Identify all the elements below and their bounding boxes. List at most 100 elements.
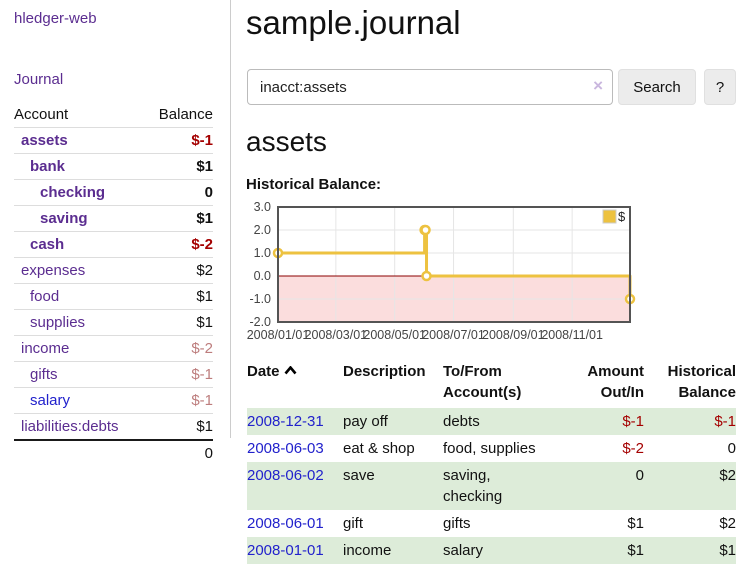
transaction-date[interactable]: 2008-12-31: [247, 408, 343, 435]
transaction-date-link[interactable]: 2008-06-02: [247, 467, 324, 484]
transaction-date[interactable]: 2008-01-01: [247, 537, 343, 564]
transaction-date-link[interactable]: 2008-01-01: [247, 542, 324, 559]
accounts-total-value: 0: [204, 445, 213, 462]
account-link[interactable]: bank: [30, 158, 66, 175]
transaction-amount: 0: [635, 467, 644, 484]
register-header-date-label: Date: [247, 363, 280, 380]
account-balance: $1: [196, 314, 213, 331]
y-axis-tick-label: -1.0: [249, 292, 271, 306]
x-axis-tick-label: 2008/11/01: [541, 328, 603, 342]
page-title: sample.journal: [246, 4, 461, 41]
search-button[interactable]: Search: [618, 69, 696, 105]
register-header-balance: Historical Balance: [667, 363, 736, 401]
transaction-amount: $1: [627, 515, 644, 532]
transaction-amount: $1: [627, 542, 644, 559]
plot-border: [277, 206, 631, 323]
search-input[interactable]: [247, 69, 613, 105]
account-link[interactable]: gifts: [30, 366, 58, 383]
account-link[interactable]: income: [21, 340, 70, 357]
help-button[interactable]: ?: [704, 69, 736, 105]
transaction-accounts: saving, checking: [443, 467, 503, 505]
transaction-accounts: gifts: [443, 515, 471, 532]
y-axis-tick-label: -2.0: [249, 315, 271, 329]
x-axis-tick-label: 2008/09/01: [482, 328, 545, 342]
account-heading: assets: [246, 126, 327, 157]
sidebar-item-journal[interactable]: Journal: [14, 71, 64, 88]
transaction-date-link[interactable]: 2008-12-31: [247, 413, 324, 430]
account-row: gifts $-1: [14, 361, 213, 388]
legend-swatch: [602, 209, 617, 224]
account-link[interactable]: assets: [21, 132, 68, 149]
transaction-row: 2008-01-01 income salary $1 $1: [247, 537, 736, 564]
account-row: expenses $2: [14, 257, 213, 284]
account-balance: 0: [204, 184, 213, 201]
accounts-header-account: Account: [14, 106, 69, 123]
account-row: assets $-1: [14, 127, 213, 154]
chart-title: Historical Balance:: [246, 176, 382, 193]
data-point-marker: [421, 270, 432, 282]
account-link[interactable]: saving: [40, 210, 88, 227]
account-row: checking 0: [14, 179, 213, 206]
x-axis-tick-label: 2008/07/01: [422, 328, 485, 342]
account-link[interactable]: food: [30, 288, 60, 305]
x-axis-tick-label: 2008/05/01: [363, 328, 426, 342]
y-axis-tick-label: 1.0: [254, 246, 271, 260]
transaction-date-link[interactable]: 2008-06-03: [247, 440, 324, 457]
transaction-balance: $1: [719, 542, 736, 559]
transaction-date[interactable]: 2008-06-02: [247, 462, 343, 510]
account-link[interactable]: cash: [30, 236, 65, 253]
clear-search-icon[interactable]: ×: [593, 76, 603, 95]
account-link[interactable]: liabilities:debts: [21, 418, 119, 435]
transaction-amount: $-1: [622, 413, 644, 430]
transaction-date[interactable]: 2008-06-03: [247, 435, 343, 462]
transaction-row: 2008-06-01 gift gifts $1 $2: [247, 510, 736, 537]
account-balance: $-2: [191, 236, 213, 253]
account-row: salary $-1: [14, 387, 213, 414]
y-axis-tick-label: 2.0: [254, 223, 271, 237]
account-balance: $1: [196, 210, 213, 227]
account-balance: $-1: [191, 366, 213, 383]
account-link[interactable]: checking: [40, 184, 106, 201]
transaction-row: 2008-12-31 pay off debts $-1 $-1: [247, 408, 736, 435]
app-title-link[interactable]: hledger-web: [14, 10, 97, 27]
register-table: Date Description To/From Account(s) Amou…: [247, 361, 736, 564]
transaction-description: pay off: [343, 413, 388, 430]
account-balance: $-1: [191, 392, 213, 409]
register-header-date[interactable]: Date: [247, 361, 343, 408]
transaction-balance: 0: [727, 440, 736, 457]
transaction-balance: $2: [719, 467, 736, 484]
account-balance: $-1: [191, 132, 213, 149]
accounts-header-row: Account Balance: [14, 104, 213, 128]
x-axis-tick-label: 2008/03/01: [305, 328, 368, 342]
data-point-marker: [420, 224, 431, 236]
historical-balance-chart: 3.0 2.0 1.0 0.0 -1.0 -2.02008/01/012008/03/01…: [247, 200, 636, 342]
account-balance: $1: [196, 418, 213, 435]
account-balance: $1: [196, 288, 213, 305]
sidebar-divider: [230, 0, 231, 438]
y-axis-tick-label: 0.0: [254, 269, 271, 283]
transaction-row: 2008-06-02 save saving, checking 0 $2: [247, 462, 736, 510]
transaction-date[interactable]: 2008-06-01: [247, 510, 343, 537]
transaction-description: income: [343, 542, 392, 559]
transaction-description: eat & shop: [343, 440, 415, 457]
register-header-accounts: To/From Account(s): [443, 363, 522, 401]
account-balance: $2: [196, 262, 213, 279]
account-balance: $-2: [191, 340, 213, 357]
account-link[interactable]: supplies: [30, 314, 86, 331]
register-header-row: Date Description To/From Account(s) Amou…: [247, 361, 736, 408]
sort-ascending-icon[interactable]: [284, 360, 297, 381]
transaction-description: gift: [343, 515, 364, 532]
transaction-balance: $2: [719, 515, 736, 532]
account-link[interactable]: salary: [30, 392, 71, 409]
transaction-accounts: food, supplies: [443, 440, 536, 457]
account-link[interactable]: expenses: [21, 262, 86, 279]
account-row: saving $1: [14, 205, 213, 232]
accounts-header-balance: Balance: [158, 106, 213, 123]
y-axis-tick-label: 3.0: [254, 200, 271, 214]
account-row: supplies $1: [14, 309, 213, 336]
transaction-description: save: [343, 467, 375, 484]
transaction-date-link[interactable]: 2008-06-01: [247, 515, 324, 532]
account-row: income $-2: [14, 335, 213, 362]
search-form: ×: [247, 69, 613, 105]
